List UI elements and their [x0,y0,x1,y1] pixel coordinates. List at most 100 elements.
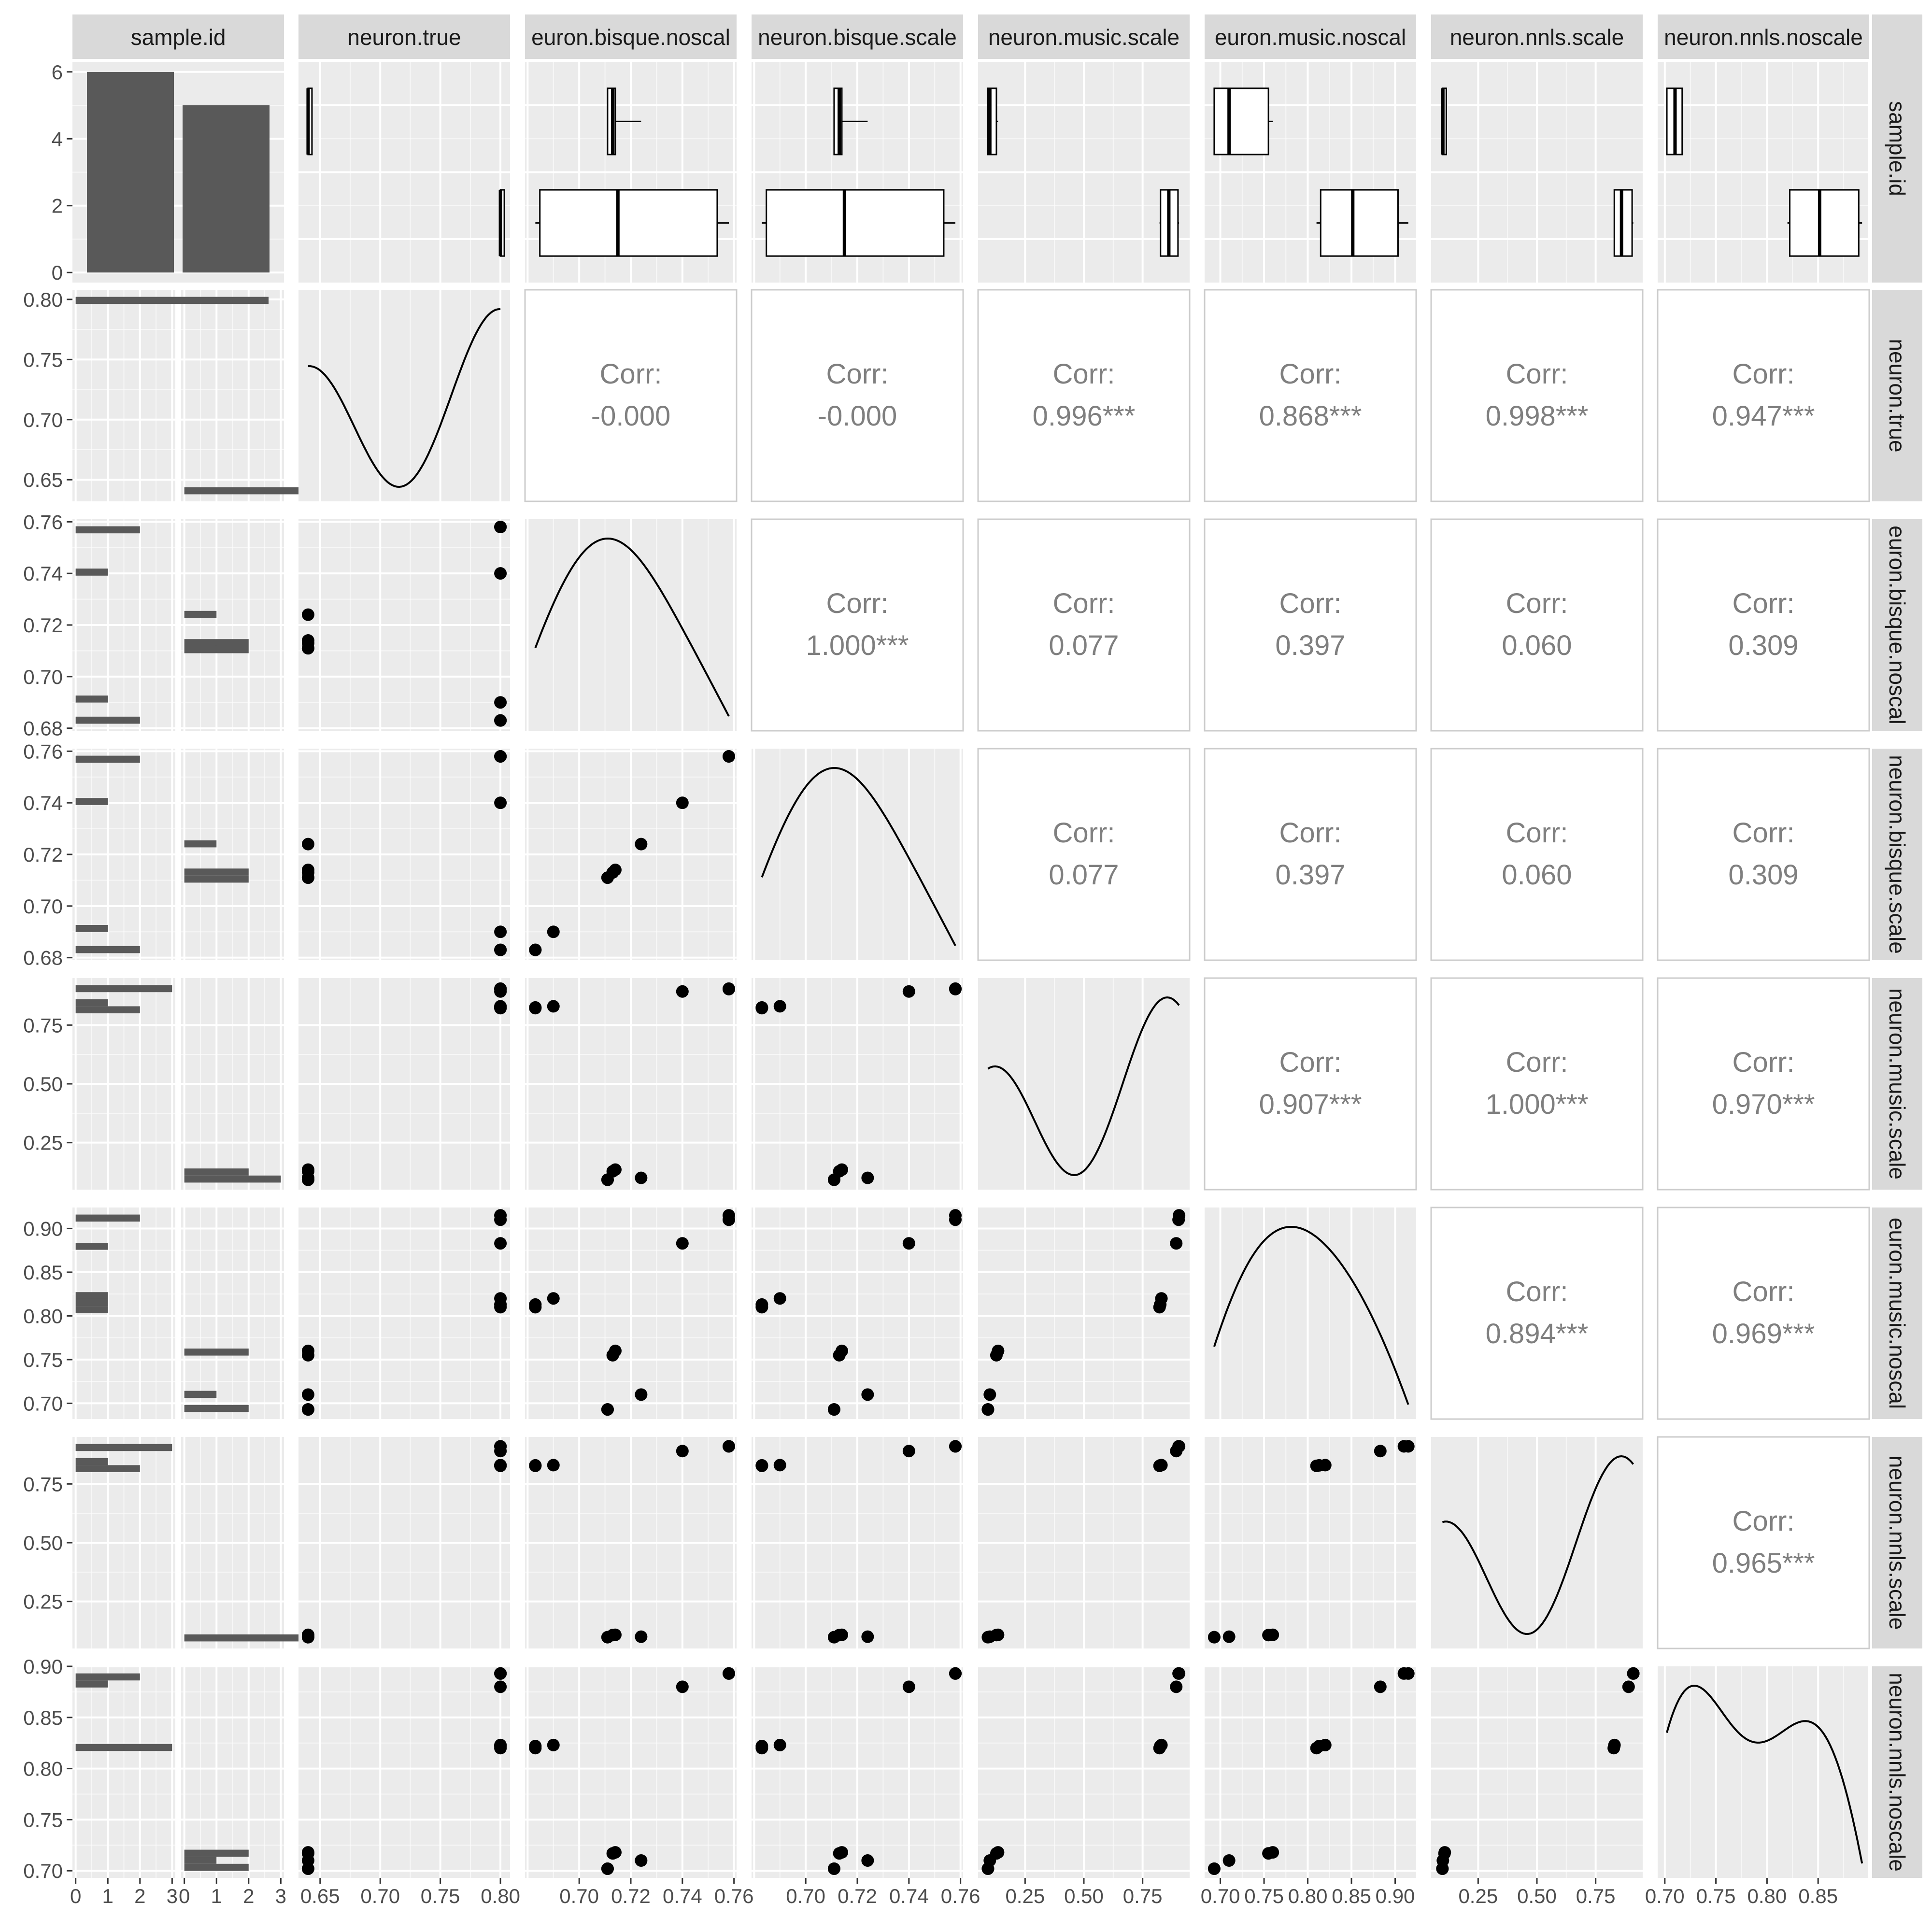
scatter-point [1172,1213,1185,1226]
corr-panel-background [1657,977,1870,1191]
y-tick-label: 2 [52,195,63,217]
scatter-point [494,696,507,709]
scatter-point [547,1000,560,1013]
panel-neuron-bisque-scale-vs-neuron-nnls-noscale: Corr: 0.309 [1657,748,1870,961]
corr-value: 0.868*** [1259,400,1362,432]
scatter-point [601,871,614,884]
scatter-point [1154,1459,1167,1472]
density-curve [1442,1455,1634,1635]
column-strip-neuron-bisque-scale: neuron.bisque.scale [752,14,963,59]
panel-neuron-bisque-scale-vs-neuron-nnls-scale: Corr: 0.060 [1430,748,1644,961]
histogram-bar [184,1405,249,1412]
x-tick-label: 0.70 [1201,1885,1240,1907]
scatter-point [494,925,507,938]
scatter-point [1374,1680,1387,1693]
scatter-point [949,1213,962,1226]
y-axis-neuron-music-scale: 0.25 0.50 0.75 [23,1014,72,1154]
scatter-point [1222,1854,1236,1867]
row-strip-neuron-bisque-noscale: euron.bisque.noscal [1872,519,1922,731]
corr-panel-background [1430,289,1644,502]
histogram-bar [75,985,172,993]
corr-value: 0.894*** [1486,1318,1589,1350]
scatter-point [902,1237,915,1250]
corr-panel-background [977,289,1191,502]
panel-neuron-bisque-noscale-vs-neuron-nnls-scale: Corr: 0.060 [1430,518,1644,732]
x-axis-neuron-bisque-scale: 0.70 0.72 0.74 0.76 [786,1878,980,1907]
scatter-point [635,838,648,851]
scatter-point [1170,1237,1183,1250]
column-strip-neuron-true: neuron.true [298,14,510,59]
panel-neuron-nnls-noscale-vs-sample-id [72,1665,284,1878]
corr-panel-background [1657,518,1870,732]
corr-label: Corr: [1279,588,1342,619]
column-strip-neuron-bisque-noscale: euron.bisque.noscal [525,14,737,59]
corr-value: 1.000*** [1486,1089,1589,1120]
strip-background [1872,1437,1922,1648]
scatter-point [902,1445,915,1458]
scatter-point [494,1740,507,1753]
y-tick-label: 0.25 [23,1132,63,1154]
scatter-point [1170,1680,1183,1693]
panel-sample-id-vs-neuron-music-scale [978,62,1190,283]
corr-label: Corr: [1506,588,1568,619]
x-tick-label: 0.75 [1244,1885,1284,1907]
scatter-point [1608,1740,1621,1753]
scatter-point [1170,1445,1183,1458]
panel-neuron-nnls-scale-vs-sample-id [72,1437,345,1648]
histogram-bar [75,716,140,724]
corr-label: Corr: [1279,1047,1342,1078]
corr-panel-background [1430,518,1644,732]
strip-label: neuron.true [347,25,461,50]
panel-neuron-nnls-noscale-vs-neuron-nnls-noscale [1658,1666,1870,1878]
scatter-point [494,521,507,534]
y-tick-label: 0.80 [23,1758,63,1780]
bar [87,71,174,273]
panel-neuron-music-noscale-vs-neuron-nnls-noscale: Corr: 0.969*** [1657,1207,1870,1420]
x-tick-label: 1 [211,1885,222,1907]
scatter-point [833,1349,846,1362]
histogram-bar [184,1168,249,1176]
corr-label: Corr: [1279,817,1342,849]
strip-label: euron.music.noscal [1215,25,1406,50]
scatter-point [755,1001,768,1014]
y-axis-neuron-bisque-noscale: 0.68 0.70 0.72 0.74 0.76 [23,511,72,740]
y-tick-label: 0.68 [23,947,63,969]
corr-label: Corr: [600,358,662,390]
y-tick-label: 0.80 [23,1305,63,1327]
corr-panel-background [1204,748,1417,961]
corr-value: 0.947*** [1712,400,1815,432]
scatter-point [861,1630,874,1643]
density-curve [987,996,1180,1177]
panel-neuron-bisque-scale-vs-neuron-music-scale: Corr: 0.077 [977,748,1191,961]
scatter-point [601,1173,614,1186]
y-axis-neuron-nnls-scale: 0.25 0.50 0.75 [23,1473,72,1613]
x-tick-label: 0.65 [300,1885,340,1907]
panel-neuron-music-scale-vs-sample-id [72,978,284,1190]
scatter-point [1262,1847,1275,1860]
strip-label: neuron.music.scale [988,25,1179,50]
scatter-point [529,1298,542,1311]
scatter-point [529,1459,542,1472]
x-tick-label: 1 [102,1885,114,1907]
panel-neuron-true-vs-neuron-music-noscale: Corr: 0.868*** [1204,289,1417,502]
x-tick-label: 0.90 [1376,1885,1415,1907]
corr-panel-background [1657,1436,1870,1649]
scatter-point [494,1680,507,1693]
panel-neuron-music-scale-vs-neuron-music-noscale: Corr: 0.907*** [1204,977,1417,1191]
scatter-point [755,1298,768,1311]
corr-value: -0.000 [591,400,670,432]
x-tick-label: 0.80 [1747,1885,1787,1907]
y-tick-label: 0.70 [23,895,63,918]
histogram-bar [75,1243,108,1250]
scatter-point [990,1847,1003,1860]
corr-label: Corr: [826,588,889,619]
histogram-bar [75,1006,140,1013]
y-tick-label: 0.75 [23,348,63,371]
panel-neuron-nnls-scale-vs-neuron-nnls-scale [1431,1437,1643,1648]
x-tick-label: 0.85 [1332,1885,1371,1907]
panel-neuron-nnls-noscale-vs-neuron-music-scale [978,1665,1190,1878]
strip-label: neuron.bisque.scale [1885,755,1910,954]
scatter-point [1436,1862,1449,1875]
x-tick-label: 0.74 [889,1885,929,1907]
